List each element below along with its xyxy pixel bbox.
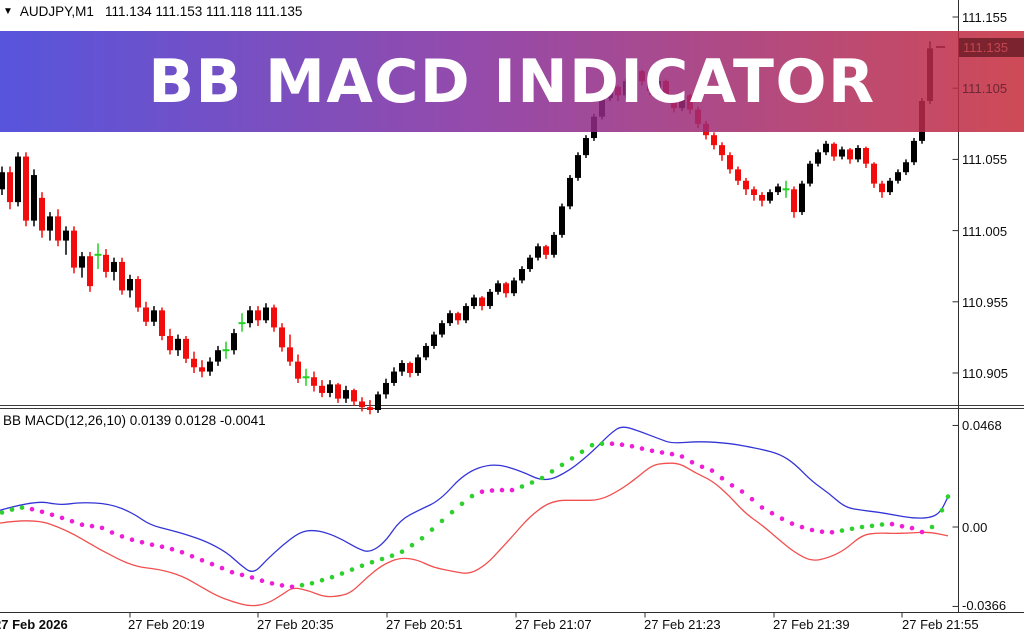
chevron-down-icon[interactable]: ▼ (3, 6, 13, 17)
price-axis-label: 111.055 (962, 152, 1008, 167)
time-axis-label: 27 Feb 21:23 (644, 617, 721, 632)
symbol-quote-bar: ▼ AUDJPY,M1 111.134 111.153 111.118 111.… (3, 4, 302, 19)
time-axis-label: 27 Feb 20:51 (386, 617, 463, 632)
time-axis-label: 27 Feb 20:19 (128, 617, 205, 632)
time-axis-label: 27 Feb 21:07 (515, 617, 592, 632)
indicator-axis-label: -0.0366 (962, 598, 1007, 613)
promo-banner: BB MACD INDICATOR (0, 31, 1024, 132)
price-axis-label: 111.105 (962, 81, 1008, 96)
indicator-axis-label: 0.00 (962, 520, 988, 535)
indicator-title: BB MACD(12,26,10) 0.0139 0.0128 -0.0041 (3, 413, 266, 428)
banner-title: BB MACD INDICATOR (148, 46, 876, 117)
price-axis-label: 111.005 (962, 224, 1008, 239)
price-axis-label: 111.155 (962, 10, 1008, 25)
price-axis-label: 110.955 (962, 295, 1009, 310)
time-axis-label: 27 Feb 21:39 (773, 617, 850, 632)
price-axis-label: 110.905 (962, 366, 1009, 381)
ohlc-values: 111.134 111.153 111.118 111.135 (104, 4, 303, 19)
indicator-axis-label: 0.0468 (962, 418, 1002, 433)
last-price-badge: 111.135 (959, 38, 1024, 57)
symbol-label: AUDJPY,M1 (19, 4, 94, 19)
time-axis-label: 27 Feb 21:55 (902, 617, 979, 632)
time-axis-label: 27 Feb 2026 (0, 617, 68, 632)
time-axis-label: 27 Feb 20:35 (257, 617, 334, 632)
